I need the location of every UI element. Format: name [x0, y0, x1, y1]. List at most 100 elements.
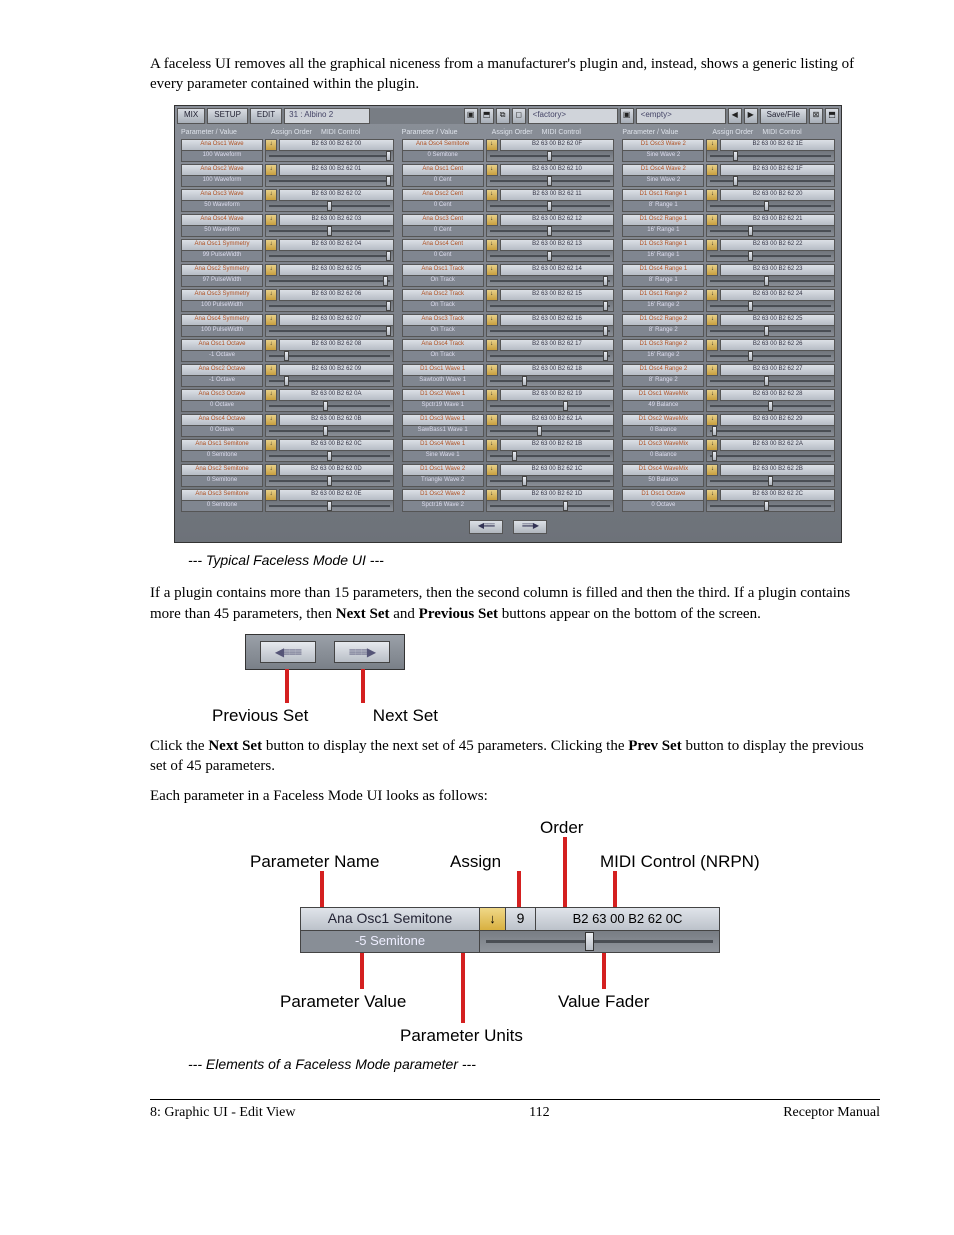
assign-button[interactable]: ↓ — [706, 139, 718, 151]
value-fader[interactable] — [265, 176, 394, 187]
close-icon[interactable]: ⊠ — [809, 108, 823, 124]
assign-button[interactable]: ↓ — [706, 489, 718, 501]
value-fader[interactable] — [265, 451, 394, 462]
value-fader[interactable] — [706, 301, 835, 312]
next-set-button[interactable]: ≡≡≡▶ — [513, 520, 547, 534]
assign-button[interactable]: ↓ — [486, 364, 498, 376]
assign-button[interactable]: ↓ — [265, 214, 277, 226]
assign-button[interactable]: ↓ — [265, 139, 277, 151]
assign-button[interactable]: ↓ — [265, 189, 277, 201]
assign-button[interactable]: ↓ — [265, 364, 277, 376]
toolbar-icon[interactable]: ⬒ — [480, 108, 494, 124]
value-fader[interactable] — [265, 151, 394, 162]
toolbar-icon[interactable]: ▣ — [620, 108, 634, 124]
assign-button[interactable]: ↓ — [265, 289, 277, 301]
prev-icon[interactable]: ◀ — [728, 108, 742, 124]
assign-button[interactable]: ↓ — [706, 414, 718, 426]
assign-button[interactable]: ↓ — [486, 439, 498, 451]
toolbar-icon[interactable]: ◻ — [512, 108, 526, 124]
assign-button[interactable]: ↓ — [486, 289, 498, 301]
assign-button[interactable]: ↓ — [706, 364, 718, 376]
assign-button[interactable]: ↓ — [486, 164, 498, 176]
assign-button[interactable]: ↓ — [706, 289, 718, 301]
value-fader[interactable] — [706, 451, 835, 462]
value-fader[interactable] — [265, 476, 394, 487]
assign-button[interactable]: ↓ — [706, 389, 718, 401]
value-fader[interactable] — [706, 251, 835, 262]
assign-button[interactable]: ↓ — [265, 489, 277, 501]
value-fader[interactable] — [265, 301, 394, 312]
value-fader[interactable] — [265, 326, 394, 337]
value-fader[interactable] — [486, 426, 615, 437]
assign-button[interactable]: ↓ — [706, 264, 718, 276]
value-fader[interactable] — [486, 476, 615, 487]
empty-dropdown[interactable]: <empty> — [636, 108, 726, 124]
assign-button[interactable]: ↓ — [265, 464, 277, 476]
value-fader[interactable] — [265, 276, 394, 287]
assign-button[interactable]: ↓ — [486, 314, 498, 326]
assign-button[interactable]: ↓ — [706, 464, 718, 476]
assign-button[interactable]: ↓ — [706, 439, 718, 451]
assign-button[interactable]: ↓ — [486, 239, 498, 251]
value-fader[interactable] — [706, 176, 835, 187]
assign-button[interactable]: ↓ — [486, 464, 498, 476]
value-fader[interactable] — [265, 201, 394, 212]
assign-button[interactable]: ↓ — [486, 389, 498, 401]
value-fader[interactable] — [265, 501, 394, 512]
prev-set-button[interactable]: ◀≡≡≡ — [469, 520, 503, 534]
assign-button[interactable]: ↓ — [706, 239, 718, 251]
assign-button[interactable]: ↓ — [486, 189, 498, 201]
assign-button[interactable]: ↓ — [706, 314, 718, 326]
save-button[interactable]: Save/File — [760, 108, 807, 124]
value-fader[interactable] — [486, 251, 615, 262]
value-fader[interactable] — [486, 226, 615, 237]
assign-button[interactable]: ↓ — [486, 264, 498, 276]
value-fader[interactable] — [486, 351, 615, 362]
value-fader[interactable] — [265, 251, 394, 262]
value-fader[interactable] — [486, 201, 615, 212]
value-fader[interactable] — [706, 476, 835, 487]
value-fader[interactable] — [265, 226, 394, 237]
value-fader[interactable] — [706, 226, 835, 237]
toolbar-icon[interactable]: ▣ — [464, 108, 478, 124]
toolbar-icon[interactable]: ⧉ — [496, 108, 510, 124]
assign-button[interactable]: ↓ — [265, 314, 277, 326]
value-fader[interactable] — [706, 151, 835, 162]
value-fader[interactable] — [706, 401, 835, 412]
assign-button[interactable]: ↓ — [265, 389, 277, 401]
value-fader[interactable] — [706, 351, 835, 362]
value-fader[interactable] — [486, 301, 615, 312]
assign-button[interactable]: ↓ — [480, 907, 506, 931]
value-fader[interactable] — [486, 376, 615, 387]
value-fader[interactable] — [706, 376, 835, 387]
value-fader[interactable] — [706, 501, 835, 512]
edit-tab[interactable]: EDIT — [250, 108, 282, 124]
mix-tab[interactable]: MIX — [177, 108, 205, 124]
toolbar-icon[interactable]: ⬒ — [825, 108, 839, 124]
assign-button[interactable]: ↓ — [706, 189, 718, 201]
assign-button[interactable]: ↓ — [706, 339, 718, 351]
assign-button[interactable]: ↓ — [265, 164, 277, 176]
value-fader[interactable] — [486, 401, 615, 412]
assign-button[interactable]: ↓ — [486, 339, 498, 351]
value-fader[interactable] — [706, 276, 835, 287]
value-fader[interactable] — [265, 401, 394, 412]
assign-button[interactable]: ↓ — [706, 214, 718, 226]
value-fader[interactable] — [486, 451, 615, 462]
next-icon[interactable]: ▶ — [744, 108, 758, 124]
assign-button[interactable]: ↓ — [486, 214, 498, 226]
value-fader[interactable] — [486, 326, 615, 337]
assign-button[interactable]: ↓ — [486, 139, 498, 151]
value-fader[interactable] — [480, 931, 720, 953]
value-fader[interactable] — [706, 426, 835, 437]
value-fader[interactable] — [486, 151, 615, 162]
assign-button[interactable]: ↓ — [486, 414, 498, 426]
prev-set-button[interactable]: ◀≡≡≡ — [260, 641, 316, 663]
assign-button[interactable]: ↓ — [265, 414, 277, 426]
assign-button[interactable]: ↓ — [265, 439, 277, 451]
value-fader[interactable] — [486, 276, 615, 287]
value-fader[interactable] — [265, 426, 394, 437]
next-set-button[interactable]: ≡≡≡▶ — [334, 641, 390, 663]
factory-dropdown[interactable]: <factory> — [528, 108, 618, 124]
assign-button[interactable]: ↓ — [265, 264, 277, 276]
